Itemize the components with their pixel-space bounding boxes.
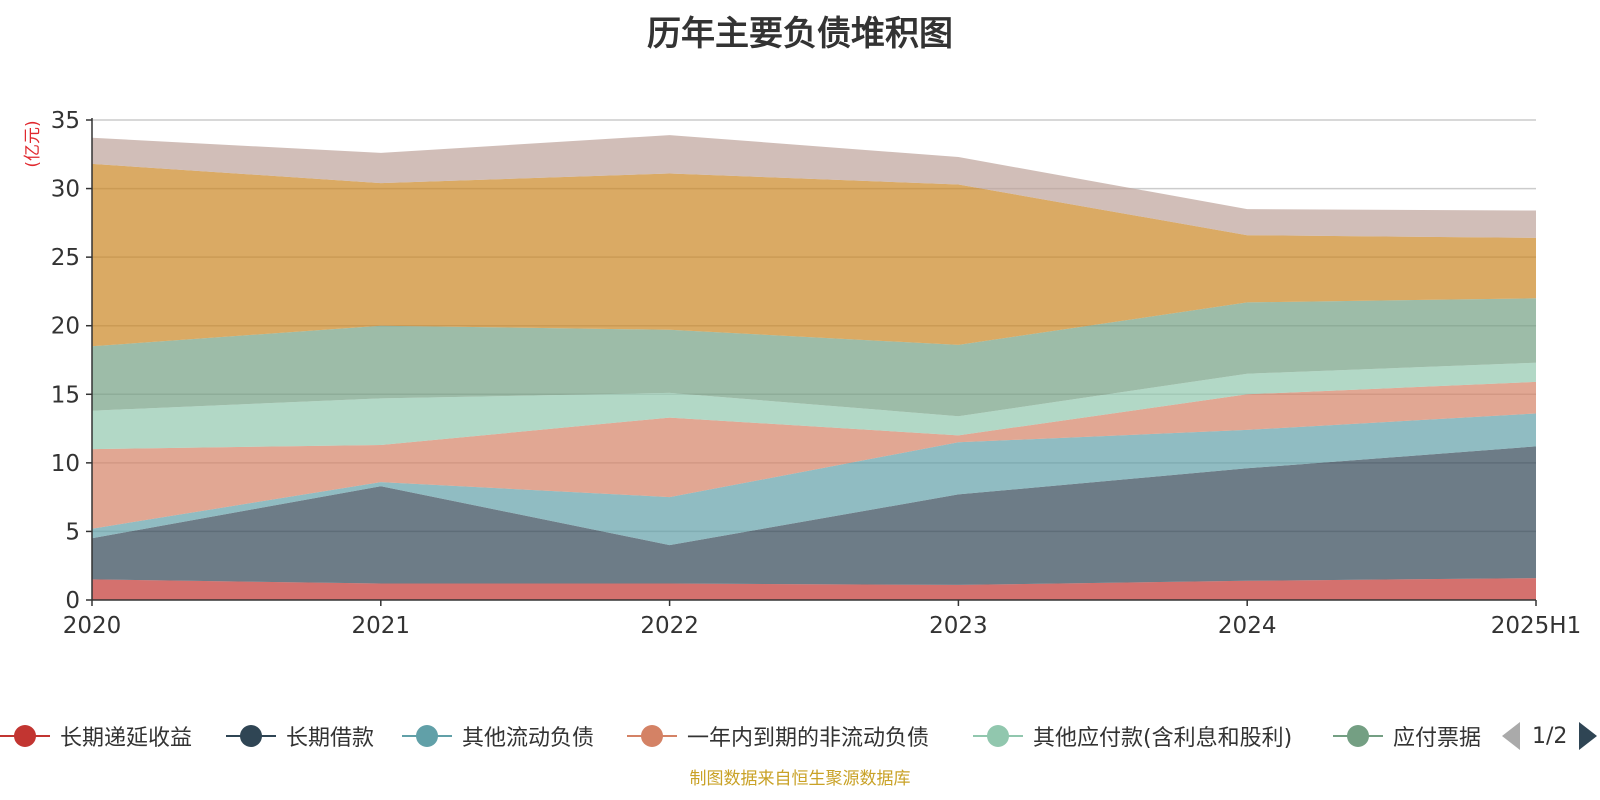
area-series-0	[92, 578, 1536, 600]
y-tick-label: 30	[51, 177, 80, 203]
legend-item[interactable]: 应付票据	[1333, 718, 1496, 754]
area-series-6	[92, 163, 1536, 347]
area-series-2	[92, 413, 1536, 546]
y-axis-unit-label: (亿元)	[23, 120, 43, 167]
x-tick-label: 2021	[352, 613, 411, 639]
x-tick-label: 2023	[929, 613, 988, 639]
y-tick-label: 15	[51, 382, 80, 408]
legend-label: 一年内到期的非流动负债	[687, 726, 930, 751]
legend-marker-icon	[402, 718, 452, 754]
legend-item[interactable]: 一年内到期的非流动负债	[627, 718, 929, 754]
stacked-area-chart: 0 5 10 15 20 25 30 35 2020 2021 2022 2023 2024 2025H1…	[23, 108, 1582, 639]
legend-item[interactable]: 其他应付款(含利息和股利)	[973, 718, 1292, 754]
area-series-5	[92, 298, 1536, 417]
area-series-4	[92, 362, 1536, 450]
legend-marker-icon	[973, 718, 1023, 754]
area-series-3	[92, 381, 1536, 529]
axes: 0 5 10 15 20 25 30 35 2020 2021 2022 2023 2024 2025H1	[51, 108, 1582, 639]
x-tick-label: 2020	[63, 613, 122, 639]
legend-label: 长期递延收益	[60, 726, 193, 751]
legend-page-indicator: 1/2	[1532, 723, 1568, 749]
legend-label: 其他应付款(含利息和股利)	[1033, 726, 1293, 751]
legend-marker-icon	[0, 718, 50, 754]
area-series-group	[92, 135, 1536, 600]
x-tick-label: 2022	[640, 613, 699, 639]
x-tick-label: 2025H1	[1491, 613, 1581, 639]
area-series-7	[92, 135, 1536, 238]
chart-title: 历年主要负债堆积图	[647, 14, 953, 54]
legend-label: 长期借款	[286, 726, 375, 751]
legend-marker-icon	[627, 718, 677, 754]
legend-label: 应付票据	[1393, 726, 1482, 751]
legend-marker-icon	[1333, 718, 1383, 754]
legend-prev-page-icon[interactable]	[1502, 722, 1520, 750]
legend: 长期递延收益 长期借款 其他流动负债 一年内到期的非流动负债 其他应付款(含利息和股利)…	[0, 718, 1600, 754]
area-series-1	[92, 446, 1536, 585]
y-tick-label: 35	[51, 108, 80, 134]
legend-item[interactable]: 长期递延收益	[0, 718, 192, 754]
y-tick-label: 20	[51, 314, 80, 340]
y-tick-label: 0	[65, 588, 80, 614]
legend-next-page-icon[interactable]	[1579, 722, 1598, 750]
legend-label: 其他流动负债	[462, 726, 595, 751]
x-tick-label: 2024	[1218, 613, 1277, 639]
legend-item[interactable]: 其他流动负债	[402, 718, 594, 754]
y-tick-label: 5	[65, 519, 80, 545]
legend-marker-icon	[226, 718, 276, 754]
legend-item[interactable]: 长期借款	[226, 718, 374, 754]
data-source-note: 制图数据来自恒生聚源数据库	[689, 769, 911, 789]
y-tick-label: 25	[51, 245, 80, 271]
legend-pager: 1/2	[1502, 718, 1598, 754]
y-tick-label: 10	[51, 451, 80, 477]
